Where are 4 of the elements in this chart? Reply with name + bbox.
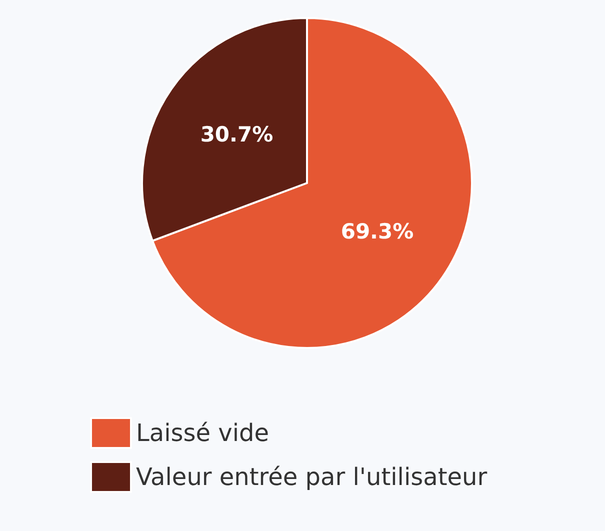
- data-label: 30.7%: [200, 122, 274, 146]
- data-label: 69.3%: [340, 220, 414, 244]
- legend-label: Laissé vide: [136, 419, 270, 447]
- legend-label: Valeur entrée par l'utilisateur: [136, 463, 488, 491]
